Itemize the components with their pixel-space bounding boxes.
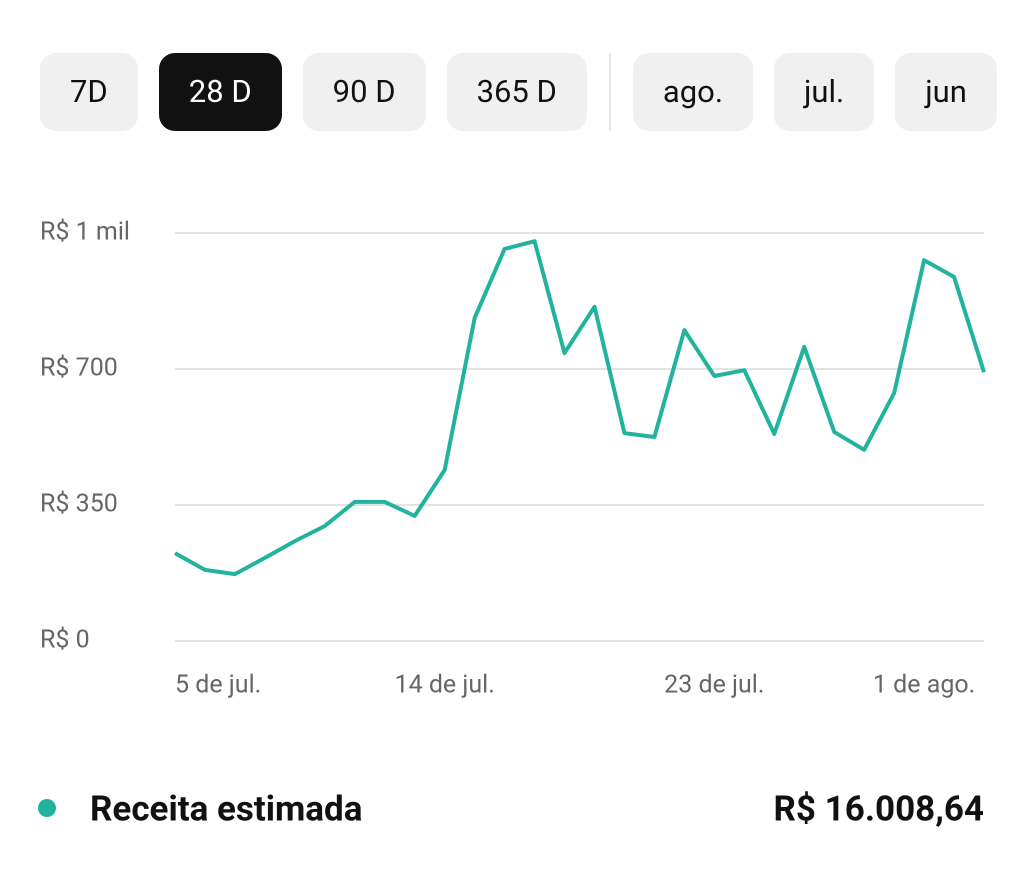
- y-tick-label: R$ 700: [40, 354, 118, 383]
- tab[interactable]: 365 D: [446, 53, 587, 131]
- x-tick-label: 5 de jul.: [175, 671, 261, 700]
- y-tick-label: R$ 0: [40, 626, 90, 655]
- x-tick-label: 14 de jul.: [395, 671, 495, 700]
- tab[interactable]: 90 D: [302, 53, 426, 131]
- divider: [608, 53, 611, 131]
- y-tick-label: R$ 350: [40, 490, 118, 519]
- x-tick-label: 1 de ago.: [873, 671, 975, 700]
- tab[interactable]: jun: [895, 53, 997, 131]
- tab[interactable]: 28 D: [158, 53, 282, 131]
- y-tick-label: R$ 1 mil: [40, 218, 130, 247]
- tab[interactable]: jul.: [774, 53, 875, 131]
- tab[interactable]: 7D: [40, 53, 138, 131]
- legend-marker: [38, 799, 56, 817]
- tab[interactable]: ago.: [632, 53, 753, 131]
- total-value: R$ 16.008,64: [773, 788, 984, 829]
- series-line: [174, 239, 986, 577]
- tab-bar: 7D 28 D 90 D 365 D ago. jul. jun: [40, 53, 997, 131]
- legend-label: Receita estimada: [90, 788, 362, 829]
- x-tick-label: 23 de jul.: [664, 671, 764, 700]
